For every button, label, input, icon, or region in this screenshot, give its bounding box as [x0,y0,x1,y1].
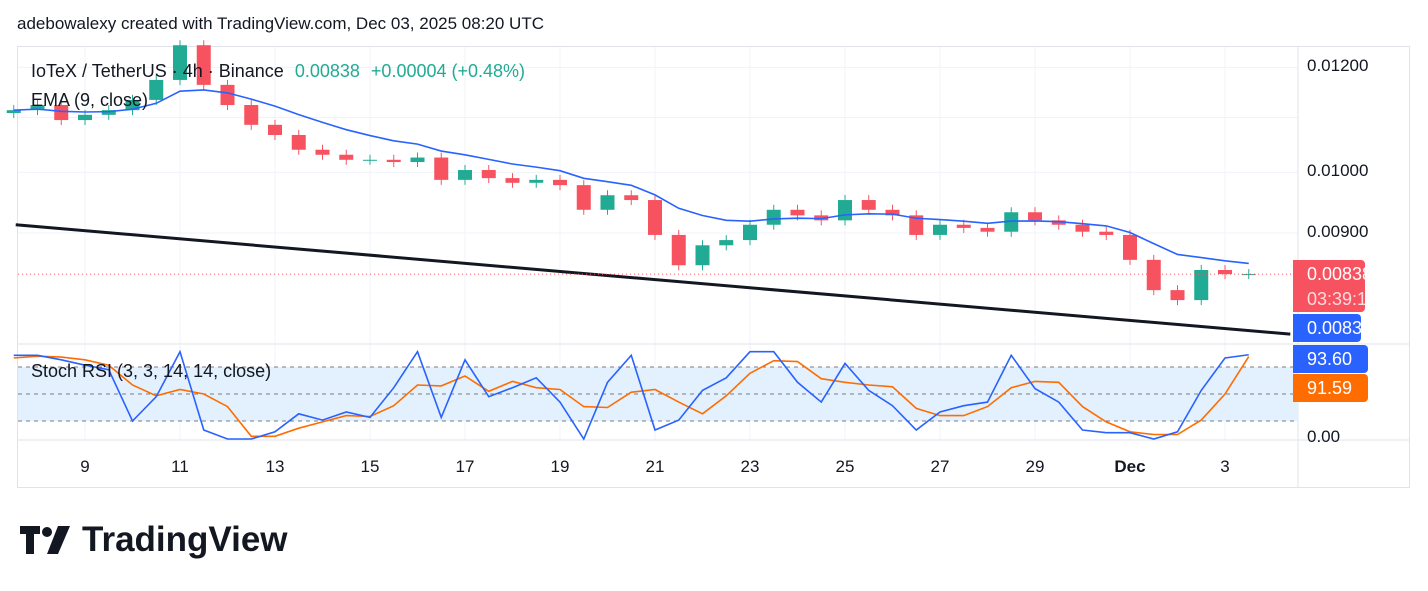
price-change: +0.00004 (+0.48%) [370,61,526,81]
candle [766,209,781,225]
candle [481,170,496,179]
time-axis-label: 9 [80,457,90,476]
candle [1051,220,1066,225]
candle [1170,290,1185,301]
time-axis-label: Dec [1114,457,1146,476]
candle [220,84,235,106]
candle [1146,259,1161,291]
candle [386,159,401,163]
ema-legend[interactable]: EMA (9, close) [31,90,149,110]
time-axis-label: 13 [265,457,285,476]
candle [861,200,876,210]
price-axis-label: 0.01000 [1307,161,1369,180]
tradingview-logo: TradingView [20,520,288,560]
candle [529,179,544,183]
candle [434,157,449,180]
candle [196,45,211,85]
stoch-k-line [13,349,1249,441]
candle [1241,274,1256,276]
price-axis-label: 0.01200 [1307,56,1369,75]
candle [149,79,164,100]
symbol-name: IoTeX / TetherUS · 4h · Binance [31,61,284,81]
time-axis-label: 21 [645,457,665,476]
time-axis-label: 11 [171,457,189,476]
candle [268,124,282,135]
candle [743,224,757,241]
stoch-d-tag: 91.59 [1293,374,1368,402]
candle [78,114,92,121]
candle [1218,269,1232,275]
logo-text: TradingView [82,520,288,559]
candle [790,209,805,216]
stoch-d-line [13,355,1250,438]
candle [291,134,306,150]
time-axis-label: 27 [930,457,950,476]
candle [648,200,662,235]
candle [54,105,69,121]
ema-price-tag: 0.00832 [1293,314,1372,342]
candle [1028,212,1042,221]
candle [339,154,354,160]
candle [363,159,377,161]
candle [933,224,947,235]
time-axis-label: 29 [1025,457,1045,476]
stoch-rsi-legend[interactable]: Stoch RSI (3, 3, 14, 14, close) [31,361,272,381]
candle [30,105,45,111]
candle [1123,234,1137,260]
time-axis-label: 17 [455,457,475,476]
tradingview-logo-icon [20,526,70,554]
candle [909,215,924,235]
price-axis-label: 0.00900 [1307,222,1369,241]
last-price: 0.00838 [294,61,360,81]
candle [101,110,116,115]
ema-line [13,89,1249,265]
time-axis-label: 3 [1220,457,1230,476]
candle [315,149,330,155]
candle [671,234,686,266]
candle [624,195,639,201]
rsi-axis-label: 0.00 [1307,427,1341,446]
candle [1075,224,1090,232]
candle [719,240,734,246]
candle [695,245,710,266]
time-axis-label: 25 [835,457,855,476]
time-axis-label: 15 [360,457,380,476]
candle [173,45,187,80]
candle [1194,269,1209,301]
candle [956,224,971,228]
candle [458,170,472,180]
candle [125,99,140,111]
candle [576,185,591,210]
time-axis-label: 23 [740,457,760,476]
candle [6,110,21,114]
time-axis-label: 19 [550,457,570,476]
last-price-tag: 0.00838 03:39:16 [1293,260,1378,312]
candle [600,195,615,210]
candle [553,179,567,186]
chart-frame [17,46,1410,488]
last-price-tag-value: 0.00838 [1307,264,1373,284]
symbol-legend: IoTeX / TetherUS · 4h · Binance 0.00838 … [31,61,525,82]
candle [505,178,520,183]
chart-credit: adebowalexy created with TradingView.com… [17,14,544,33]
trend-line [15,223,1291,336]
candle-countdown: 03:39:16 [1307,289,1378,309]
candle [980,227,995,232]
candle [244,105,259,125]
stoch-k-tag: 93.60 [1293,345,1368,373]
candle [1004,212,1019,232]
candle [838,200,852,221]
candle [1099,231,1114,235]
candle [410,157,425,163]
candle [885,209,900,216]
